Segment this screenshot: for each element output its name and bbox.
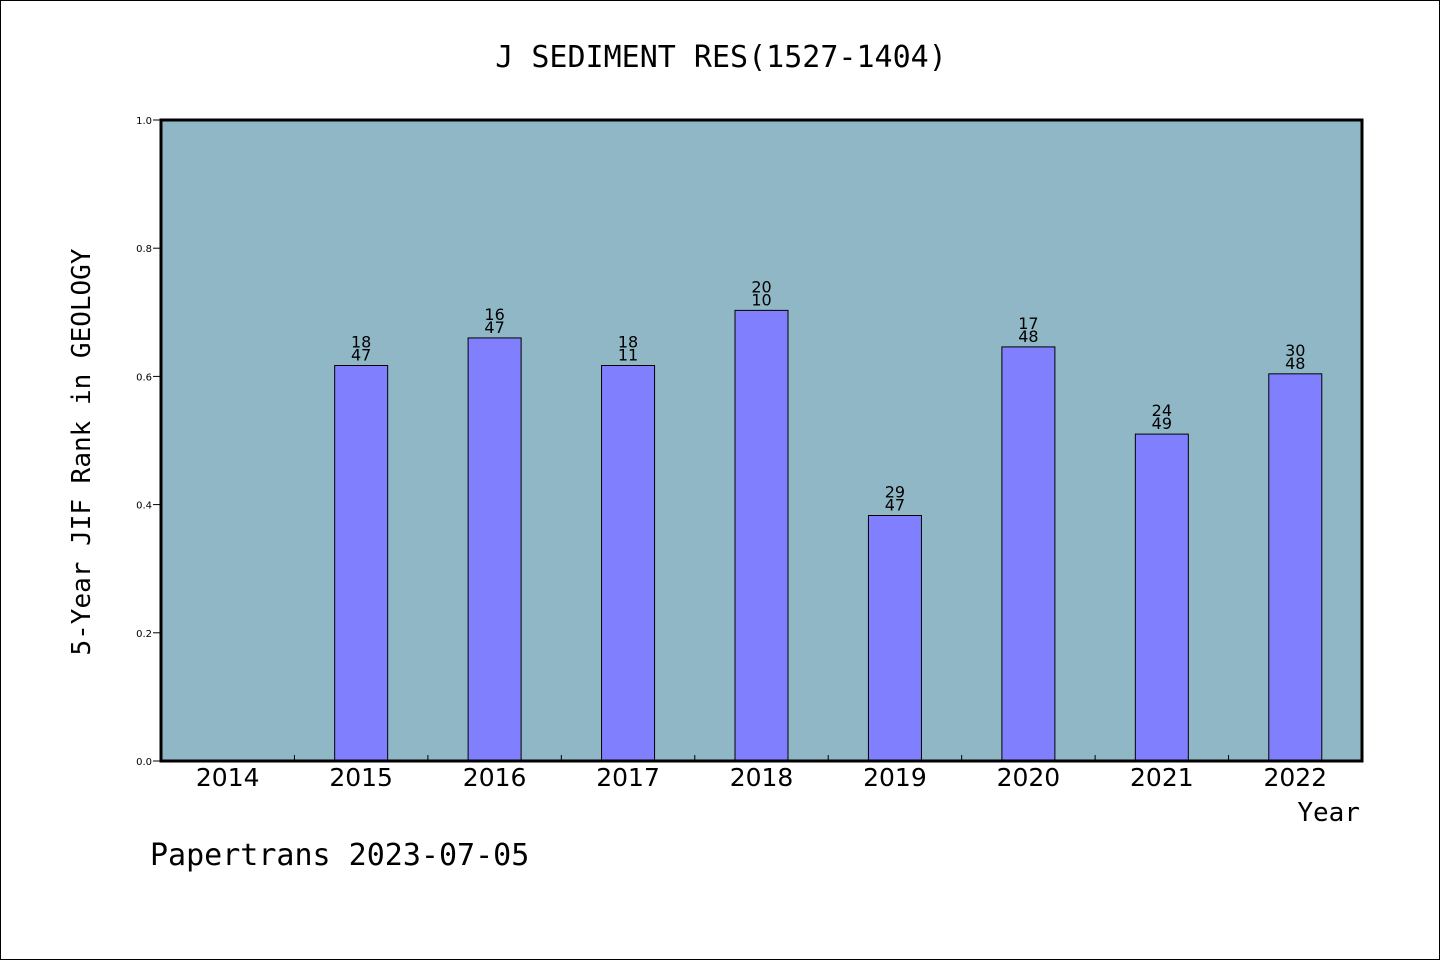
bar-label-total: 10 xyxy=(751,290,771,309)
bar-label-rank: 30 xyxy=(1285,341,1305,360)
bar-label-total: 49 xyxy=(1152,414,1172,433)
chart-title: J SEDIMENT RES(1527-1404) xyxy=(495,40,947,75)
y-axis-title: 5-Year JIF Rank in GEOLOGY xyxy=(67,248,97,655)
bar-label-total: 48 xyxy=(1018,327,1038,346)
bar xyxy=(601,365,656,762)
bar-label-rank: 18 xyxy=(351,333,371,352)
x-tick-label: 2018 xyxy=(730,763,794,792)
bar-label-rank: 29 xyxy=(885,482,905,501)
bar xyxy=(1268,373,1323,762)
y-tick-label: 0.8 xyxy=(136,244,152,255)
bar-label-total: 48 xyxy=(1285,354,1305,373)
bar-label-total: 47 xyxy=(885,495,905,514)
y-tick-label: 0.6 xyxy=(136,372,152,383)
bar xyxy=(1134,433,1189,762)
y-tick-label: 0.0 xyxy=(136,757,152,768)
y-tick-label: 0.4 xyxy=(136,501,152,512)
x-tick-label: 2022 xyxy=(1263,763,1327,792)
bar-label-rank: 24 xyxy=(1152,401,1172,420)
x-tick-label: 2015 xyxy=(329,763,393,792)
bar-label-total: 11 xyxy=(618,346,638,365)
bar xyxy=(867,514,922,762)
y-tick-label: 1.0 xyxy=(136,116,152,127)
x-tick-label: 2016 xyxy=(463,763,527,792)
x-tick-label: 2020 xyxy=(997,763,1061,792)
bar xyxy=(334,365,389,762)
x-axis-title: Year xyxy=(1297,798,1360,828)
bar xyxy=(1001,346,1056,762)
x-tick-label: 2021 xyxy=(1130,763,1194,792)
x-tick-label: 2014 xyxy=(196,763,260,792)
bar-label-total: 47 xyxy=(484,318,504,337)
y-tick-label: 0.2 xyxy=(136,629,152,640)
x-tick-label: 2017 xyxy=(596,763,660,792)
plot-border xyxy=(159,118,1364,763)
bar xyxy=(467,337,522,762)
bar-label-rank: 16 xyxy=(484,305,504,324)
bars-group xyxy=(334,309,1323,762)
bar-label-rank: 17 xyxy=(1018,314,1038,333)
x-tick-label: 2019 xyxy=(863,763,927,792)
bar-label-rank: 18 xyxy=(618,333,638,352)
x-axis: 2014 2015 2016 2017 2018 2019 2020 2021 2022 xyxy=(196,755,1327,792)
bar-label-total: 47 xyxy=(351,346,371,365)
bar xyxy=(734,309,789,762)
bar-label-rank: 20 xyxy=(751,277,771,296)
footer-text: Papertrans 2023-07-05 xyxy=(150,838,529,873)
y-axis: 0.0 0.2 0.4 0.6 0.8 1.0 xyxy=(136,116,161,768)
